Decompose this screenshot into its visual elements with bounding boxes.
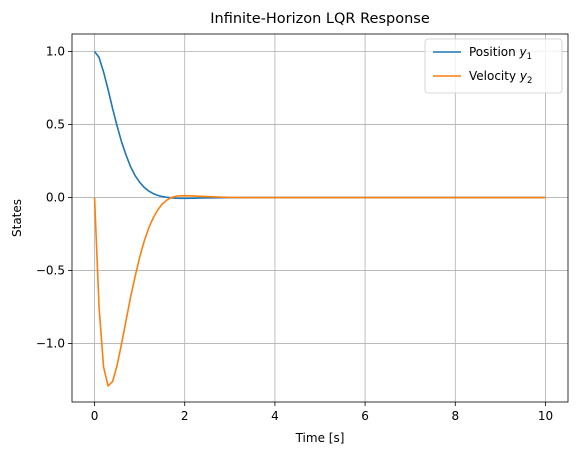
legend-position-sub: 1 (527, 52, 532, 62)
legend-entry-position: Position y1 (469, 45, 532, 62)
legend: Position y1 Velocity y2 (424, 38, 563, 94)
y-tick-label: 0.0 (46, 191, 65, 205)
y-tick-label: 0.5 (46, 118, 65, 132)
legend-position-name: Position (469, 45, 520, 59)
x-tick-label: 8 (451, 409, 459, 423)
x-axis-label: Time [s] (295, 431, 345, 445)
plot-frame (71, 33, 569, 403)
y-tick-label: −1.0 (36, 337, 65, 351)
y-axis-label: States (10, 199, 24, 237)
x-tick-label: 2 (181, 409, 189, 423)
legend-velocity-name: Velocity (469, 69, 520, 83)
x-tick-label: 10 (538, 409, 553, 423)
y-tick-label: −0.5 (36, 264, 65, 278)
legend-position-var: y (519, 45, 528, 59)
x-tick-label: 4 (271, 409, 279, 423)
legend-velocity-sub: 2 (527, 76, 532, 86)
x-tick-label: 0 (91, 409, 99, 423)
legend-velocity-var: y (519, 69, 528, 83)
series-lines (93, 51, 546, 387)
series-line-velocity (93, 194, 546, 387)
legend-entry-velocity: Velocity y2 (469, 69, 532, 86)
y-tick-label: 1.0 (46, 45, 65, 59)
x-tick-label: 6 (361, 409, 369, 423)
chart-title: Infinite-Horizon LQR Response (210, 11, 430, 27)
axis-ticks: 0 2 4 6 8 10 1.0 0.5 0.0 −0.5 −1.0 (36, 45, 553, 423)
